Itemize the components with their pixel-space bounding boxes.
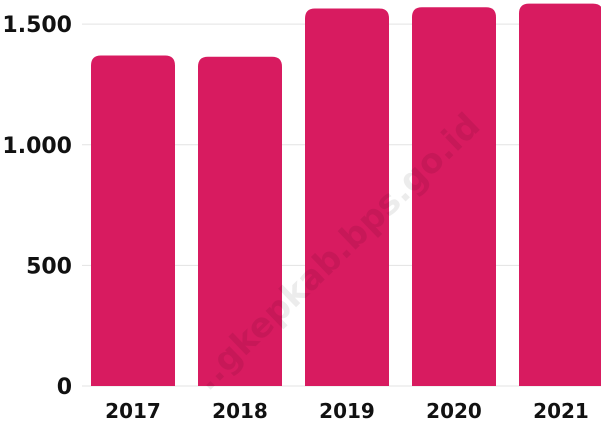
x-tick-label: 2019 xyxy=(319,399,375,423)
bar-2020 xyxy=(412,7,496,387)
x-tick-label: 2021 xyxy=(533,399,589,423)
y-axis-ticks: 0 500 1.000 1.500 xyxy=(2,13,72,400)
x-tick-label: 2017 xyxy=(105,399,161,423)
y-tick-label: 500 xyxy=(26,254,72,279)
y-tick-label: 0 xyxy=(57,375,72,400)
bar-2019 xyxy=(305,8,389,386)
bar-2017 xyxy=(91,55,175,387)
x-tick-label: 2020 xyxy=(426,399,482,423)
bars-layer xyxy=(91,3,601,387)
y-tick-label: 1.000 xyxy=(2,134,72,159)
bar-2018 xyxy=(198,56,282,386)
x-tick-label: 2018 xyxy=(212,399,268,423)
y-tick-label: 1.500 xyxy=(2,13,72,38)
bar-2021 xyxy=(519,3,601,386)
x-axis-ticks: 2017 2018 2019 2020 2021 xyxy=(105,399,589,423)
